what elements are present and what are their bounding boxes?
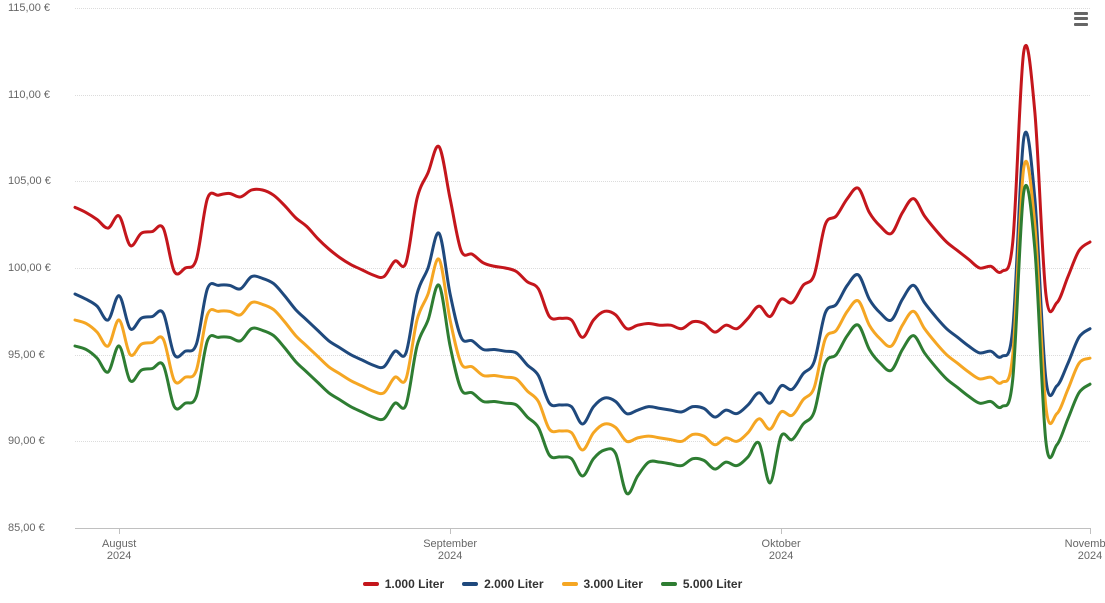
legend-item[interactable]: 5.000 Liter — [661, 577, 742, 591]
legend-item[interactable]: 1.000 Liter — [363, 577, 444, 591]
y-axis-tick-label: 110,00 € — [8, 89, 50, 101]
series-line — [75, 161, 1090, 450]
legend-label: 2.000 Liter — [484, 577, 543, 591]
chart-legend: 1.000 Liter 2.000 Liter 3.000 Liter 5.000 L… — [0, 577, 1105, 591]
x-axis-tick-label: August2024 — [102, 538, 136, 562]
x-axis-tick-label: November2024 — [1065, 538, 1105, 562]
legend-label: 1.000 Liter — [385, 577, 444, 591]
legend-label: 5.000 Liter — [683, 577, 742, 591]
x-axis-tick-label: Oktober2024 — [762, 538, 801, 562]
y-axis-tick-label: 85,00 € — [8, 522, 45, 534]
legend-swatch — [363, 582, 379, 586]
legend-swatch — [661, 582, 677, 586]
plot-area — [75, 8, 1090, 528]
y-axis-tick-label: 90,00 € — [8, 435, 45, 447]
x-axis-tick — [781, 528, 782, 534]
legend-item[interactable]: 3.000 Liter — [562, 577, 643, 591]
x-axis-line — [75, 528, 1090, 529]
legend-item[interactable]: 2.000 Liter — [462, 577, 543, 591]
series-line — [75, 132, 1090, 424]
x-axis-tick — [119, 528, 120, 534]
x-axis-tick — [1090, 528, 1091, 534]
legend-swatch — [562, 582, 578, 586]
x-axis-tick — [450, 528, 451, 534]
series-line — [75, 45, 1090, 337]
y-axis-tick-label: 95,00 € — [8, 349, 45, 361]
y-axis-tick-label: 105,00 € — [8, 175, 51, 187]
legend-label: 3.000 Liter — [584, 577, 643, 591]
x-axis-tick-label: September2024 — [423, 538, 477, 562]
price-chart: 85,00 € 90,00 € 95,00 € 100,00 € 105,00 € 110… — [0, 0, 1105, 603]
y-axis-tick-label: 100,00 € — [8, 262, 51, 274]
y-axis-tick-label: 115,00 € — [8, 2, 50, 14]
legend-swatch — [462, 582, 478, 586]
